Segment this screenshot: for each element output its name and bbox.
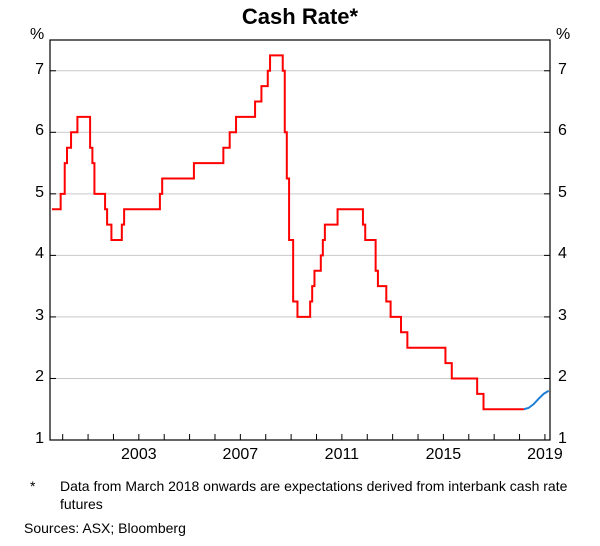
y-tick-left: 7 bbox=[26, 61, 44, 79]
chart-container: Cash Rate* %%112233445566772003200720112… bbox=[0, 0, 600, 546]
x-tick-label: 2019 bbox=[521, 446, 569, 464]
x-tick-label: 2007 bbox=[216, 446, 264, 464]
x-tick-label: 2011 bbox=[318, 446, 366, 464]
y-tick-left: 1 bbox=[26, 430, 44, 448]
y-unit-right: % bbox=[556, 26, 570, 44]
y-tick-left: 4 bbox=[26, 245, 44, 263]
y-tick-left: 3 bbox=[26, 307, 44, 325]
y-unit-left: % bbox=[30, 26, 44, 44]
y-tick-left: 6 bbox=[26, 122, 44, 140]
y-tick-right: 6 bbox=[558, 122, 576, 140]
y-tick-right: 7 bbox=[558, 61, 576, 79]
y-tick-right: 5 bbox=[558, 184, 576, 202]
y-tick-right: 2 bbox=[558, 368, 576, 386]
line-chart bbox=[0, 0, 600, 546]
y-tick-right: 4 bbox=[558, 245, 576, 263]
sources-text: Sources: ASX; Bloomberg bbox=[24, 520, 186, 536]
y-tick-left: 5 bbox=[26, 184, 44, 202]
footnote-text: Data from March 2018 onwards are expecta… bbox=[60, 478, 570, 513]
y-tick-left: 2 bbox=[26, 368, 44, 386]
y-tick-right: 3 bbox=[558, 307, 576, 325]
x-tick-label: 2003 bbox=[115, 446, 163, 464]
footnote-marker: * bbox=[30, 478, 50, 496]
x-tick-label: 2015 bbox=[419, 446, 467, 464]
